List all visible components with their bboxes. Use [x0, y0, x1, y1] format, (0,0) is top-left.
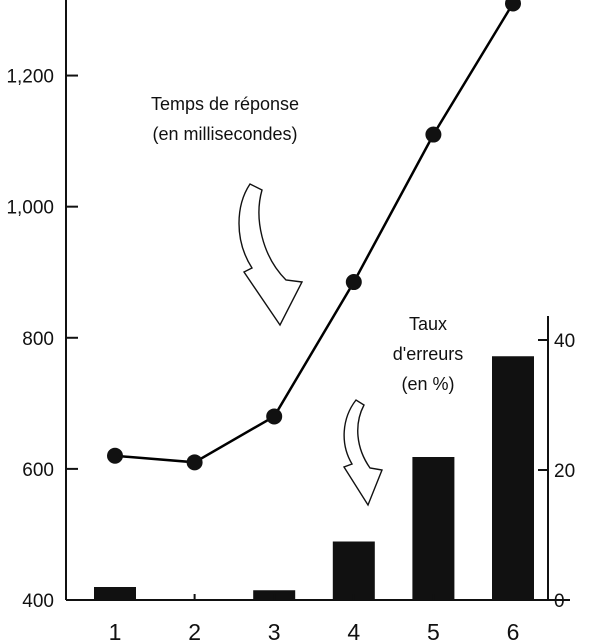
left-tick-label: 1,200	[6, 67, 54, 88]
line-annotation-line-2: (en millisecondes)	[152, 124, 297, 144]
line-annotation-line-1: Temps de réponse	[151, 94, 299, 114]
axes	[65, 0, 570, 601]
x-ticks: 1 2 3 4 5 6	[109, 594, 520, 643]
x-tick-label: 2	[188, 619, 201, 643]
left-tick-label: 1,000	[6, 198, 54, 219]
x-tick-label: 6	[507, 619, 520, 643]
left-tick-label: 800	[22, 329, 54, 350]
x-tick-label: 5	[427, 619, 440, 643]
response-time-point	[186, 454, 203, 471]
response-time-line	[114, 2, 515, 464]
line-annotation: Temps de réponse (en millisecondes)	[151, 94, 304, 327]
left-tick-label: 400	[22, 591, 54, 612]
curved-arrow-icon	[238, 183, 304, 327]
response-time-point	[505, 0, 521, 12]
bar-annotation: Taux d'erreurs (en %)	[342, 314, 463, 507]
right-tick-label: 0	[554, 591, 565, 612]
right-tick-label: 40	[554, 331, 575, 352]
bar-annotation-line-2: d'erreurs	[393, 344, 463, 364]
response-time-point	[107, 447, 123, 464]
line-markers	[107, 0, 521, 471]
x-tick-label: 1	[109, 619, 122, 643]
left-ticks: 400 600 800 1,000 1,200	[6, 67, 78, 612]
error-rate-bar	[94, 587, 136, 600]
error-rate-bar	[412, 457, 455, 600]
bar-annotation-line-3: (en %)	[401, 374, 454, 394]
bars	[94, 356, 534, 600]
right-tick-label: 20	[554, 461, 575, 482]
x-tick-label: 3	[268, 619, 281, 643]
response-time-point	[345, 274, 362, 291]
curved-arrow-icon	[342, 399, 383, 507]
error-rate-bar	[332, 541, 375, 600]
error-rate-bar	[492, 356, 534, 600]
response-time-point	[425, 126, 442, 143]
response-time-point	[266, 408, 283, 425]
right-ticks: 0 20 40	[538, 331, 575, 612]
x-tick-label: 4	[347, 619, 360, 643]
left-tick-label: 600	[22, 460, 54, 481]
bar-annotation-line-1: Taux	[409, 314, 447, 334]
